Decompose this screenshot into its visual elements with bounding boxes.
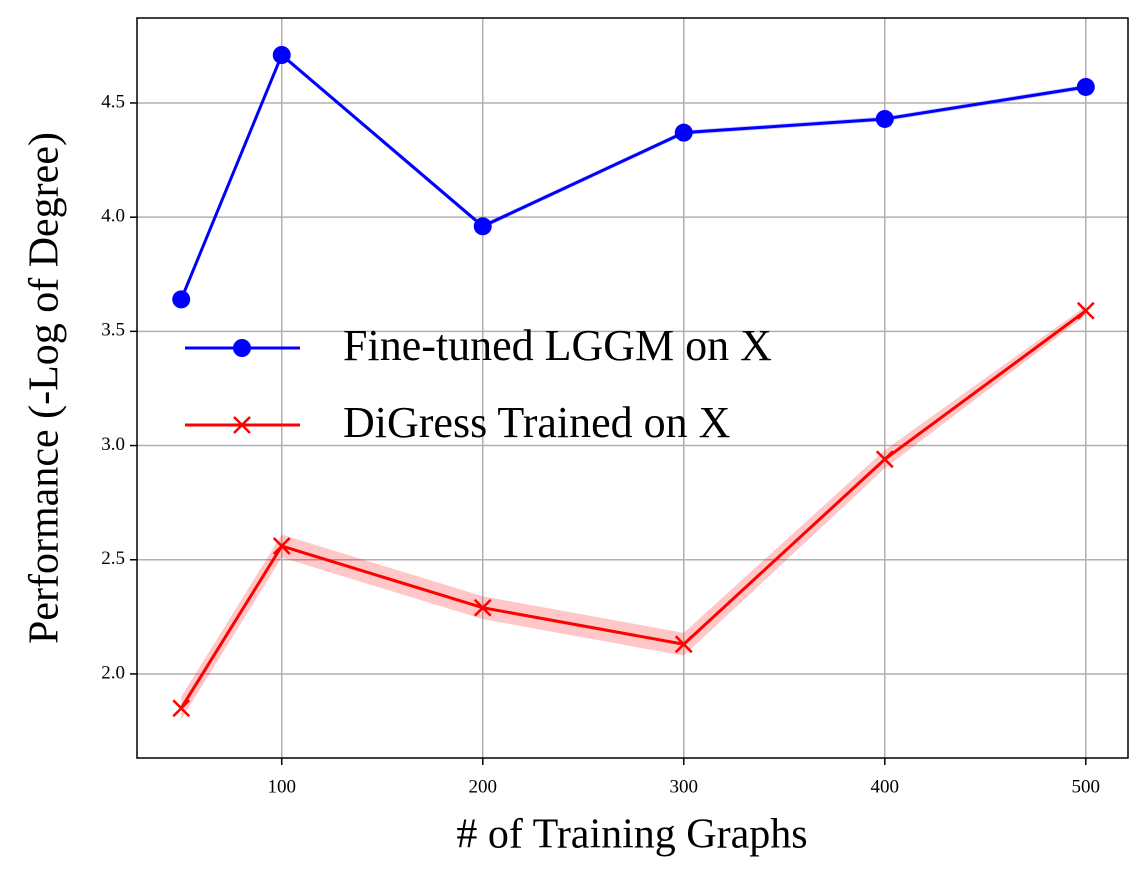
x-tick-label: 200 (468, 776, 497, 797)
legend-marker (233, 416, 251, 434)
series-line (179, 309, 1087, 710)
marker (272, 537, 291, 555)
legend-label: DiGress Trained on X (343, 398, 730, 447)
error-band (181, 52, 1086, 302)
x-tick-label: 400 (871, 776, 900, 797)
y-tick-label: 4.0 (101, 206, 125, 227)
marker (272, 46, 291, 64)
marker (875, 109, 894, 128)
series-line (179, 52, 1087, 300)
x-tick-label: 300 (670, 776, 699, 797)
y-tick-label: 2.0 (101, 662, 125, 683)
marker (1076, 77, 1095, 96)
plot-frame (136, 17, 1129, 759)
y-tick-label: 4.5 (101, 91, 125, 112)
legend-marker (233, 339, 251, 357)
y-tick-label: 2.5 (101, 548, 125, 569)
marker (1076, 301, 1095, 320)
y-tick-label: 3.5 (101, 320, 125, 341)
x-tick-label: 500 (1072, 776, 1101, 797)
error-band (181, 306, 1086, 720)
legend-label: Fine-tuned LGGM on X (343, 321, 772, 370)
marker (674, 635, 693, 654)
marker (473, 598, 492, 617)
marker (172, 699, 191, 718)
marker (674, 123, 693, 142)
marker (875, 450, 894, 469)
marker (473, 217, 492, 236)
y-tick-label: 3.0 (101, 434, 125, 455)
legend: Fine-tuned LGGM on X DiGress Trained on X (185, 321, 772, 447)
marker (172, 290, 191, 309)
x-tick-label: 100 (267, 776, 296, 797)
x-axis-label: # of Training Graphs (456, 812, 807, 858)
y-axis-label: Performance (-Log of Degree) (22, 132, 68, 644)
